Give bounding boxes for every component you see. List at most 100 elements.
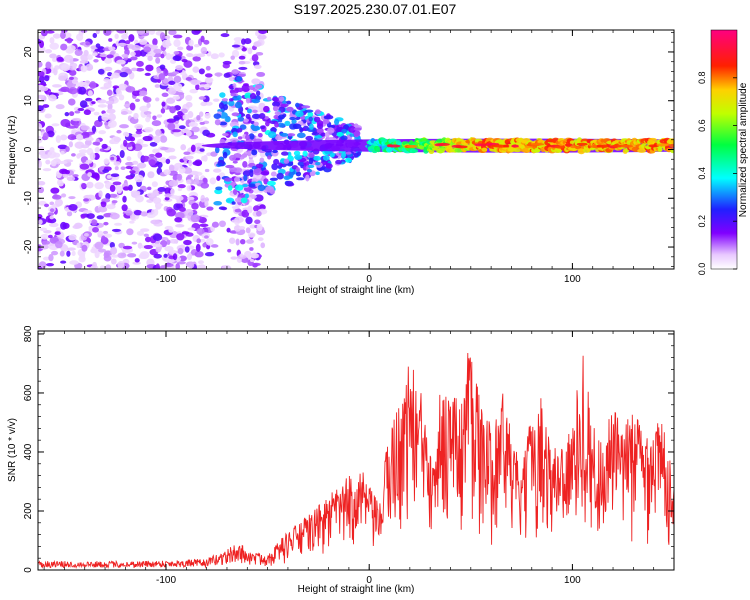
- spectrogram-cell: [620, 144, 634, 148]
- spectrogram-cell: [85, 97, 93, 102]
- spectrogram-cell: [228, 100, 235, 107]
- spectrogram-cell: [222, 151, 228, 159]
- spectrogram-cell: [242, 160, 248, 168]
- spectrogram-cell: [68, 87, 78, 95]
- spectrogram-cell: [114, 166, 119, 171]
- spectrogram-cell: [216, 175, 221, 181]
- spectrogram-cell: [305, 135, 314, 141]
- spectrogram-cell: [66, 250, 71, 257]
- spectrogram-cell: [274, 111, 281, 116]
- spectrogram-cell: [105, 264, 112, 269]
- spectrogram-cell: [175, 92, 185, 96]
- spectrogram-cell: [159, 157, 167, 164]
- spectrogram-cell: [122, 245, 133, 250]
- spectrogram-cell: [234, 101, 242, 109]
- spectrogram-cell: [147, 171, 155, 179]
- spectrogram-cell: [126, 156, 132, 161]
- spectrogram-cell: [191, 126, 200, 133]
- spectrogram-cell: [91, 52, 98, 57]
- spectrogram-cell: [231, 205, 239, 210]
- spectrogram-cell: [93, 111, 100, 116]
- spectrogram-cell: [101, 198, 111, 203]
- spectrogram-cell: [109, 184, 116, 193]
- spectrogram-cell: [284, 120, 291, 127]
- spectrogram-cell: [455, 145, 468, 149]
- spectrogram-cell: [345, 151, 352, 155]
- spectrogram-cell: [245, 227, 251, 234]
- spectrogram-cell: [154, 84, 161, 88]
- spectrogram-cell: [215, 186, 223, 191]
- spectrogram-cell: [105, 192, 111, 200]
- spectrogram-cell: [105, 100, 115, 105]
- spectrogram-cell: [42, 132, 49, 141]
- spectrogram-cell: [274, 122, 279, 128]
- spectrogram-cell: [210, 244, 219, 248]
- spectrogram-cell: [236, 127, 243, 133]
- spectrogram-cell: [98, 130, 107, 135]
- spectrogram-cell: [210, 151, 218, 157]
- spectrogram-cell: [124, 132, 130, 138]
- spectrogram-cell: [103, 30, 112, 36]
- spectrogram-cell: [111, 72, 121, 79]
- spectrogram-cell: [85, 41, 91, 46]
- spectrogram-cell: [98, 190, 103, 198]
- spectrogram-cell: [60, 86, 70, 93]
- spectrogram-cell: [69, 76, 74, 80]
- spectrogram-cell: [38, 146, 45, 151]
- spectrogram-cell: [214, 146, 220, 154]
- spectrogram-cell: [177, 46, 184, 51]
- spectrogram-cell: [191, 202, 199, 210]
- spectrogram-cell: [115, 87, 121, 95]
- spectrogram-cell: [130, 56, 138, 61]
- spectrogram-cell: [130, 51, 136, 57]
- spectrogram-cell: [152, 38, 158, 46]
- spectrogram-cell: [198, 260, 205, 264]
- spectrogram-cell: [48, 253, 54, 262]
- spectrogram-cell: [149, 141, 158, 147]
- spectrogram-cell: [110, 173, 120, 178]
- spectrogram-cell: [299, 126, 304, 133]
- spectrogram-cell: [289, 116, 296, 121]
- spectrogram-cell: [213, 200, 223, 206]
- snr-series-line: [38, 352, 674, 570]
- spectrogram-cell: [104, 66, 113, 72]
- spectrogram-cell: [439, 147, 446, 151]
- spectrogram-cell: [200, 46, 208, 55]
- spectrogram-cell: [153, 253, 162, 259]
- spectrogram-cell: [55, 241, 63, 249]
- spectrogram-cell: [227, 248, 232, 253]
- spectrogram-cell: [259, 157, 265, 163]
- spectrogram-cell: [81, 244, 88, 252]
- spectrogram-cell: [64, 169, 70, 175]
- spectrogram-cell: [204, 112, 211, 119]
- spectrogram-cell: [254, 219, 261, 225]
- spectrogram-cell: [90, 248, 98, 254]
- spectrogram-cell: [58, 75, 67, 81]
- spectrogram-cell: [68, 111, 75, 117]
- spectrogram-cell: [437, 142, 450, 146]
- spectrogram-cell: [40, 244, 49, 250]
- spectrogram-cell: [156, 203, 164, 207]
- spectrogram-cell: [257, 237, 264, 242]
- spectrogram-cell: [83, 233, 89, 237]
- spectrogram-cell: [159, 64, 166, 70]
- spectrogram-cell: [341, 128, 348, 134]
- spectrogram-cell: [102, 230, 109, 235]
- spectrogram-cell: [94, 173, 100, 181]
- spectrogram-cell: [78, 86, 87, 95]
- spectrogram-cell: [171, 129, 181, 133]
- spectrogram-cell: [77, 107, 85, 112]
- spectrogram-cell: [125, 210, 133, 216]
- spectrogram-cell: [161, 92, 169, 98]
- spectrogram-cell: [139, 39, 148, 45]
- spectrogram-cell: [76, 242, 81, 249]
- spectrogram-cell: [47, 234, 53, 239]
- spectrogram-ytick-label: 0: [23, 146, 34, 152]
- spectrogram-cell: [199, 121, 205, 125]
- spectrogram-cell: [245, 97, 251, 104]
- spectrogram-cell: [145, 116, 151, 123]
- spectrogram-cell: [230, 92, 237, 97]
- snr-ytick-label: 200: [23, 502, 34, 519]
- spectrogram-cell: [270, 171, 277, 177]
- spectrogram-cell: [229, 154, 237, 162]
